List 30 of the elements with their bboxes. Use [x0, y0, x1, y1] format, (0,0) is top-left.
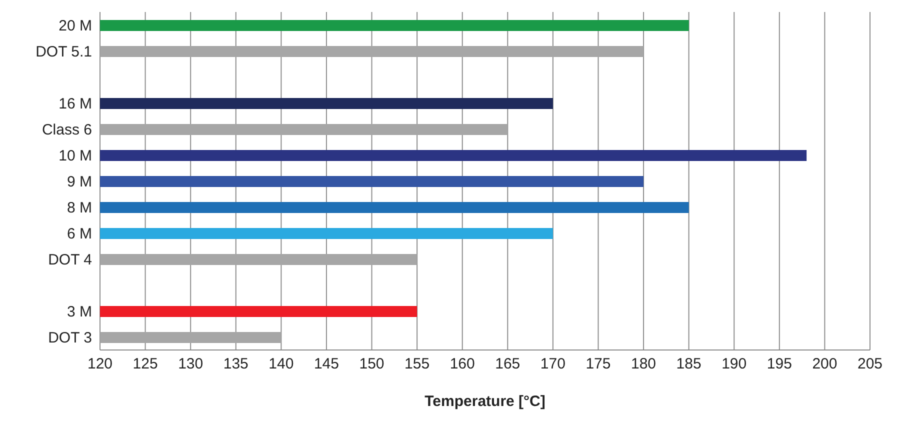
y-tick-label: DOT 4 — [48, 251, 92, 268]
y-tick-label: 3 M — [66, 303, 92, 320]
x-axis-title: Temperature [°C] — [424, 393, 546, 410]
y-tick-label: 16 M — [58, 95, 92, 112]
x-tick-label: 145 — [314, 356, 339, 373]
y-tick-label: DOT 5.1 — [36, 43, 92, 60]
y-tick-label: 10 M — [58, 147, 92, 164]
x-tick-label: 150 — [359, 356, 384, 373]
y-tick-label: Class 6 — [42, 121, 92, 138]
x-tick-label: 205 — [857, 356, 883, 373]
x-tick-label: 190 — [722, 356, 747, 373]
x-tick-label: 180 — [631, 356, 656, 373]
y-tick-label: 6 M — [66, 225, 92, 242]
x-tick-label: 140 — [268, 356, 294, 373]
x-tick-label: 125 — [132, 356, 158, 373]
x-tick-label: 155 — [404, 356, 430, 373]
x-tick-label: 195 — [766, 356, 792, 373]
x-tick-label: 130 — [178, 356, 204, 373]
x-tick-label: 170 — [540, 356, 566, 373]
x-tick-label: 185 — [676, 356, 702, 373]
y-tick-label: 9 M — [66, 173, 92, 190]
x-tick-label: 165 — [495, 356, 520, 373]
x-tick-label: 160 — [450, 356, 475, 373]
x-tick-label: 120 — [87, 356, 113, 373]
y-tick-label: DOT 3 — [48, 329, 92, 346]
y-tick-label: 20 M — [58, 17, 92, 34]
x-tick-label: 175 — [586, 356, 611, 373]
x-tick-label: 200 — [812, 356, 838, 373]
y-tick-label: 8 M — [66, 199, 92, 216]
x-tick-label: 135 — [223, 356, 248, 373]
